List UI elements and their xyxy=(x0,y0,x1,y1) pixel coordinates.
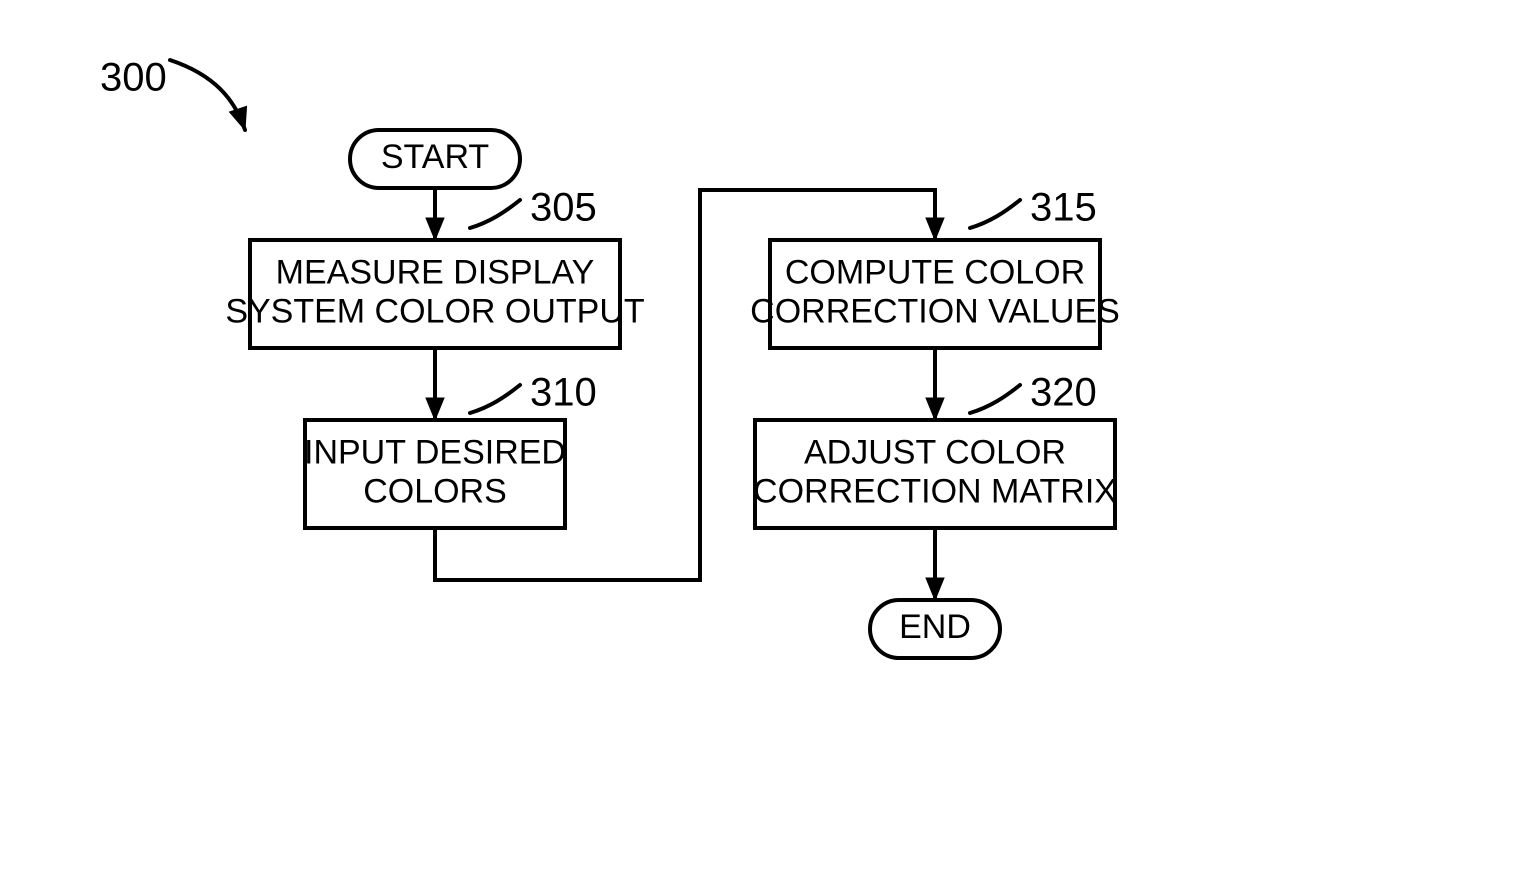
arrowhead-icon xyxy=(926,218,944,240)
arrowhead-icon xyxy=(926,578,944,600)
ref-swoosh xyxy=(970,385,1020,413)
node-n305: MEASURE DISPLAYSYSTEM COLOR OUTPUT xyxy=(225,240,644,348)
node-n310: INPUT DESIREDCOLORS xyxy=(304,420,566,528)
diagram-ref-swoosh xyxy=(170,60,245,130)
node-label: COLORS xyxy=(363,473,507,511)
ref-label: 315 xyxy=(1030,186,1097,230)
ref-swoosh xyxy=(470,200,520,228)
arrowhead-icon xyxy=(426,398,444,420)
arrowhead-icon xyxy=(426,218,444,240)
node-end: END xyxy=(870,600,1000,658)
ref-label: 305 xyxy=(530,186,597,230)
ref-label: 320 xyxy=(1030,371,1097,415)
ref-swoosh xyxy=(970,200,1020,228)
node-label: COMPUTE COLOR xyxy=(785,253,1085,291)
node-label: MEASURE DISPLAY xyxy=(276,253,595,291)
ref-label: 310 xyxy=(530,371,597,415)
node-label: CORRECTION MATRIX xyxy=(753,473,1117,511)
node-label: START xyxy=(381,138,489,176)
node-n315: COMPUTE COLORCORRECTION VALUES xyxy=(750,240,1120,348)
node-label: ADJUST COLOR xyxy=(804,433,1066,471)
arrowhead-icon xyxy=(230,106,247,130)
arrowhead-icon xyxy=(926,398,944,420)
node-label: SYSTEM COLOR OUTPUT xyxy=(225,293,644,331)
node-n320: ADJUST COLORCORRECTION MATRIX xyxy=(753,420,1117,528)
node-label: END xyxy=(899,608,971,646)
node-start: START xyxy=(350,130,520,188)
ref-swoosh xyxy=(470,385,520,413)
node-label: CORRECTION VALUES xyxy=(750,293,1120,331)
flowchart-canvas: START MEASURE DISPLAYSYSTEM COLOR OUTPUT I… xyxy=(0,0,1538,891)
diagram-ref-label: 300 xyxy=(100,56,167,100)
node-label: INPUT DESIRED xyxy=(304,433,566,471)
